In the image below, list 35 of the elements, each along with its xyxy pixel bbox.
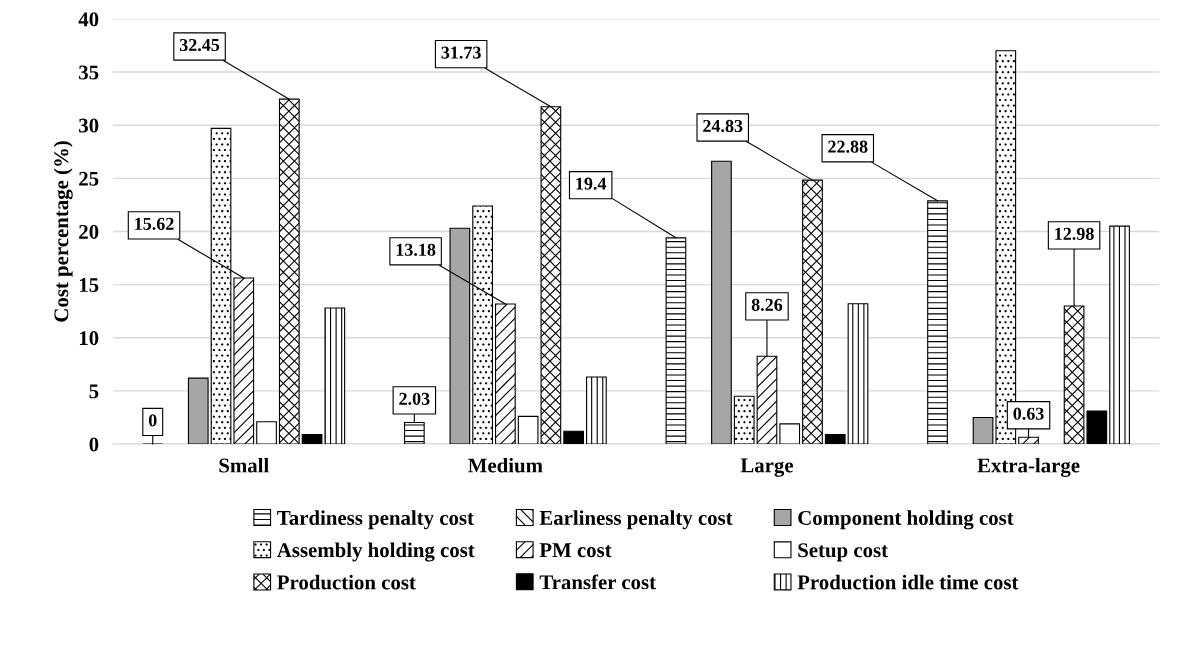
x-tick-label: Small xyxy=(219,457,269,473)
data-label: 31.73 xyxy=(441,46,481,59)
y-tick-label: 0 xyxy=(89,437,99,452)
data-label: 19.4 xyxy=(576,177,607,190)
data-label: 24.83 xyxy=(703,119,743,133)
y-axis-title: Cost percentage (%) xyxy=(53,141,73,322)
legend-label: Tardiness penalty cost xyxy=(277,510,474,530)
data-label: 8.26 xyxy=(751,298,783,311)
y-tick-label: 10 xyxy=(79,331,99,346)
data-label: 12.98 xyxy=(1055,227,1094,240)
legend-label: Production idle time cost xyxy=(797,574,1019,590)
data-label: 32.45 xyxy=(179,38,220,52)
y-tick-label: 35 xyxy=(79,65,99,80)
legend-label: PM cost xyxy=(539,543,612,558)
legend-label: Earliness penalty cost xyxy=(539,510,733,530)
legend-label: Component holding cost xyxy=(798,510,1014,530)
y-tick-label: 20 xyxy=(79,224,99,239)
data-label: 2.03 xyxy=(399,392,430,405)
legend-label: Transfer cost xyxy=(539,574,656,590)
y-tick-label: 25 xyxy=(79,171,99,186)
x-tick-label: Medium xyxy=(468,457,543,473)
data-label: 0.63 xyxy=(1013,407,1044,420)
legend-label: Setup cost xyxy=(798,543,888,562)
x-tick-label: Extra-large xyxy=(977,457,1080,477)
data-label: 0 xyxy=(148,414,157,427)
data-label: 13.18 xyxy=(396,243,436,256)
y-tick-label: 40 xyxy=(78,12,99,27)
y-tick-label: 15 xyxy=(79,278,99,293)
legend-label: Production cost xyxy=(277,574,416,590)
y-tick-label: 5 xyxy=(89,384,99,399)
data-label: 22.88 xyxy=(828,140,868,153)
y-tick-label: 30 xyxy=(79,118,99,133)
data-label: 15.62 xyxy=(135,217,174,230)
x-tick-label: Large xyxy=(740,458,794,477)
legend-label: Assembly holding cost xyxy=(277,542,475,562)
